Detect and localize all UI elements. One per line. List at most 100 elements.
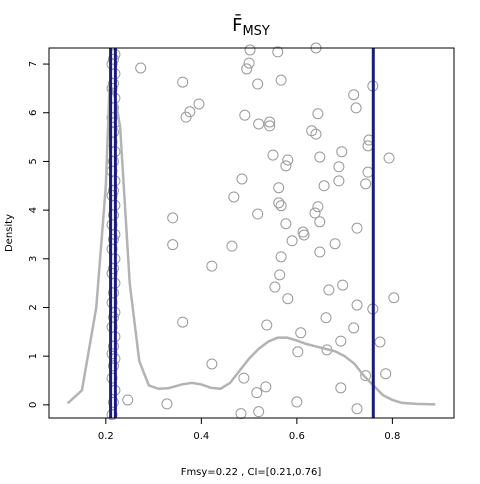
point [275,200,287,212]
point [236,173,248,185]
y-tick-label: 3 [28,256,39,262]
point [273,197,285,209]
point [107,53,119,65]
x-tick-label: 0.2 [98,431,114,442]
point [280,218,292,230]
point [252,208,264,220]
point [273,182,285,194]
point [107,360,119,372]
point [180,111,192,123]
point [226,240,238,252]
x-axis-label: Fmsy=0.22 , CI=[0.21,0.76] [181,467,322,478]
point [351,299,363,311]
point [167,212,179,224]
point [107,396,119,408]
point [333,161,345,173]
point [280,160,292,172]
point [298,229,310,241]
point [314,216,326,228]
point [243,57,255,69]
point [261,319,273,331]
point [282,293,294,305]
point [275,251,287,263]
y-tick-label: 2 [28,304,39,310]
point [241,63,253,75]
point [260,381,272,393]
point [348,89,360,101]
title-main: F̄ [232,14,242,36]
point [239,109,251,121]
x-tick-label: 0.8 [384,431,400,442]
point [235,408,247,420]
point [193,98,205,110]
point [253,118,265,130]
point [292,346,304,358]
point [380,368,392,380]
point [335,382,347,394]
point [318,180,330,192]
point [177,76,189,88]
point [312,201,324,213]
point [286,235,298,247]
point [295,327,307,339]
point [291,396,303,408]
x-tick-label: 0.4 [193,431,209,442]
point [329,238,341,250]
point [309,207,321,219]
y-tick-label: 7 [28,61,39,67]
plot-area [66,42,436,421]
point [228,191,240,203]
point [177,316,189,328]
point [264,116,276,128]
point [269,281,281,293]
point [272,46,284,58]
point [310,128,322,140]
point [135,62,147,74]
point [107,233,119,245]
y-tick-label: 0 [28,402,39,408]
chart-title: F̄MSY [232,14,270,39]
point [374,336,386,348]
point [122,394,134,406]
point [383,152,395,164]
x-tick-label: 0.6 [289,431,305,442]
title-subscript: MSY [242,24,269,39]
point [351,222,363,234]
y-tick-label: 5 [28,158,39,164]
point [264,120,276,132]
point [206,358,218,370]
y-tick-label: 6 [28,110,39,116]
point [333,175,345,187]
density-curve [66,83,436,406]
point [244,44,256,56]
point [252,78,264,90]
point [314,246,326,258]
y-axis-label: Density [4,214,15,252]
point [161,398,173,410]
point [323,284,335,296]
y-tick-label: 4 [28,207,39,213]
point [312,108,324,120]
point [206,260,218,272]
point [335,335,347,347]
point [282,154,294,166]
point [238,372,250,384]
point [275,74,287,86]
plot-frame [48,47,455,419]
point [107,311,119,323]
point [336,146,348,158]
point [360,370,372,382]
point [348,322,360,334]
point [267,149,279,161]
point [360,178,372,190]
point [167,239,179,251]
point [320,312,332,324]
y-tick-label: 1 [28,353,39,359]
point [337,279,349,291]
point [388,292,400,304]
point [314,151,326,163]
point [274,269,286,281]
point [253,406,265,418]
